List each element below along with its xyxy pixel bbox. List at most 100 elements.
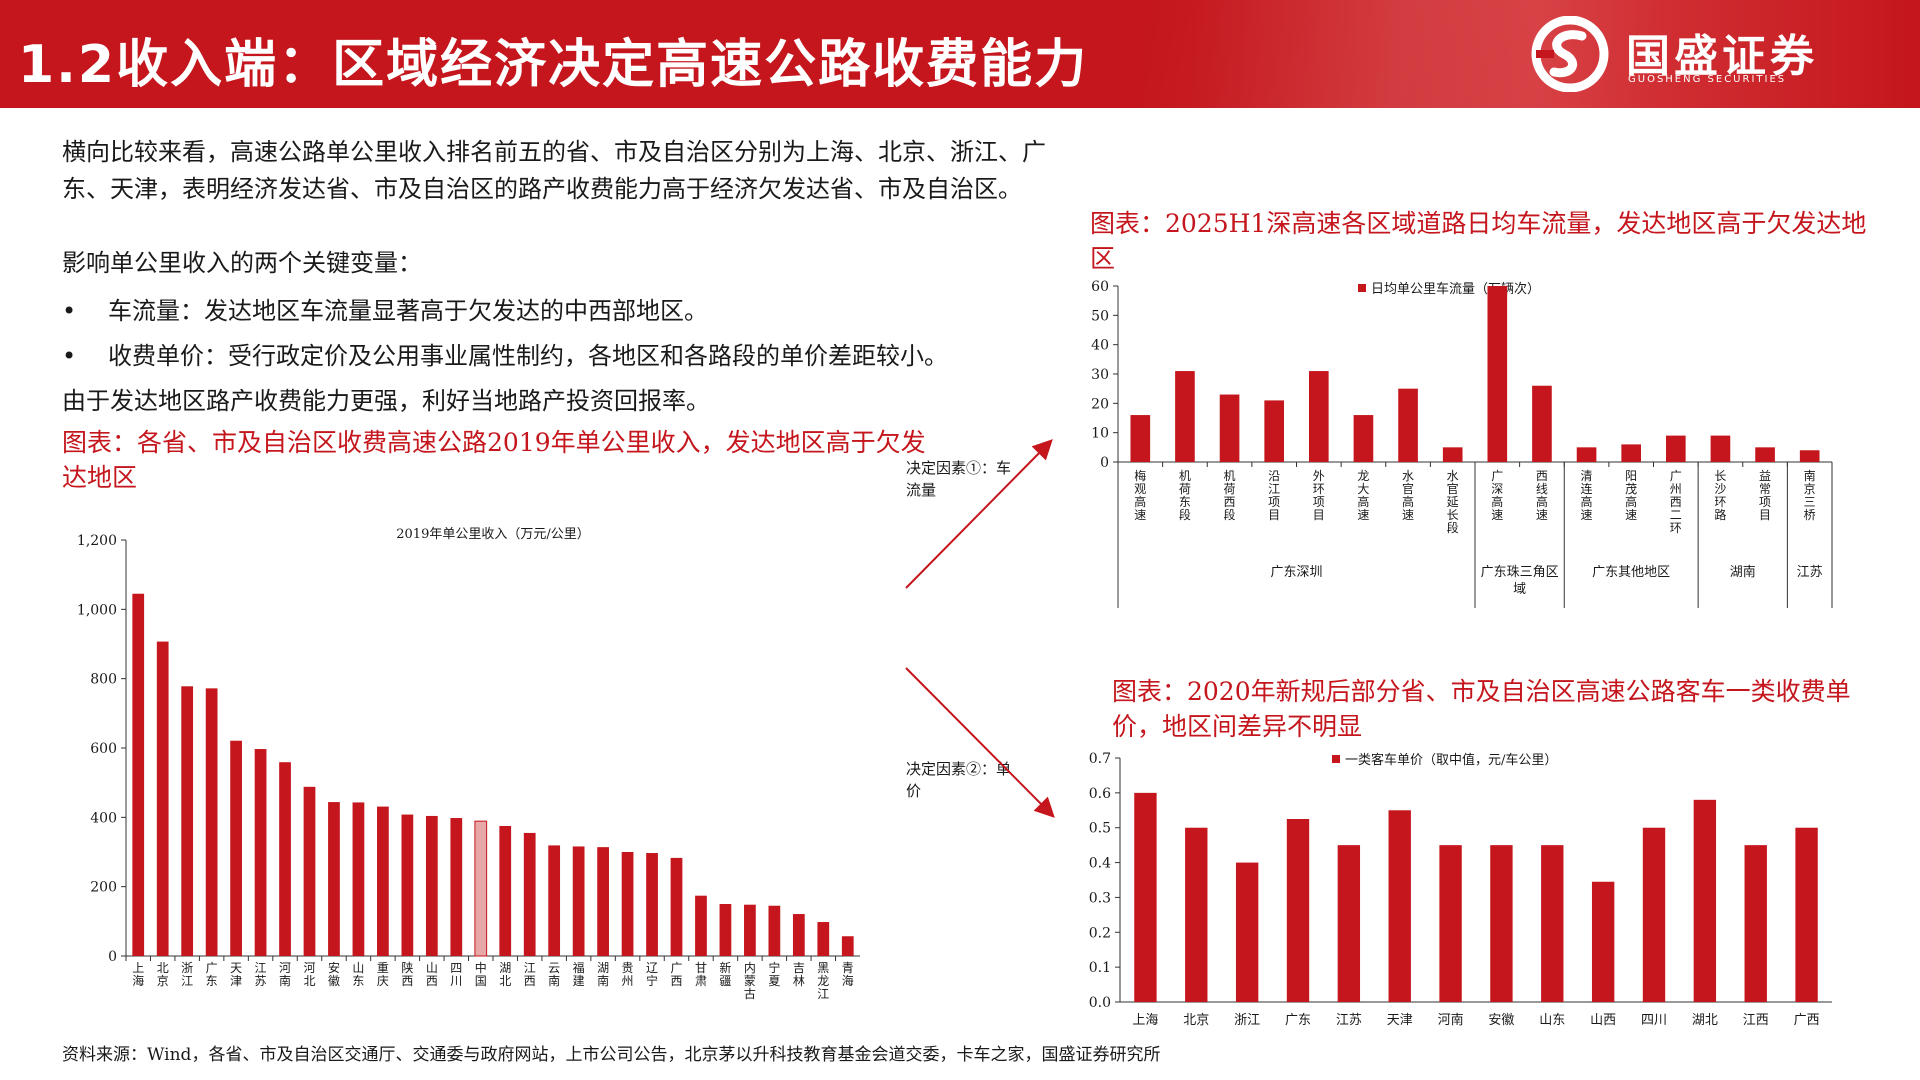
x-tick-label: 山西: [1590, 1013, 1616, 1028]
left-chart-caption: 图表：各省、市及自治区收费高速公路2019年单公里收入，发达地区高于欠发达地区: [62, 428, 926, 492]
y-tick-label: 400: [90, 810, 117, 826]
x-tick-label: 天津: [230, 961, 242, 988]
x-tick-label: 南京三桥: [1804, 468, 1816, 522]
header-bar: 1.2收入端：区域经济决定高速公路收费能力 国盛证券 GUOSHENG SECU…: [0, 0, 1920, 108]
x-tick-label: 外环项目: [1313, 469, 1325, 522]
bar: [1642, 827, 1666, 1002]
bar: [1665, 435, 1686, 462]
x-tick-label: 黑龙江: [817, 961, 829, 1000]
x-tick-label: 山西: [426, 961, 438, 988]
conclusion-paragraph: 由于发达地区路产收费能力更强，利好当地路产投资回报率。: [62, 387, 710, 415]
bar: [768, 905, 781, 956]
y-tick-label: 0.7: [1089, 751, 1111, 767]
x-tick-label: 广州西二环: [1670, 469, 1682, 535]
group-label: 广东其他地区: [1592, 565, 1670, 580]
bar: [1353, 415, 1374, 462]
x-tick-label: 阳茂高速: [1625, 469, 1637, 522]
bar: [1744, 845, 1767, 1002]
y-tick-label: 40: [1091, 338, 1109, 354]
bar: [1439, 845, 1462, 1002]
bar: [1541, 845, 1564, 1002]
bar: [1576, 447, 1597, 462]
x-tick-label: 龙大高速: [1357, 469, 1369, 522]
x-tick-label: 湖南: [597, 960, 609, 988]
bar: [1264, 400, 1285, 462]
x-tick-label: 江苏: [1336, 1012, 1362, 1028]
y-tick-label: 0.6: [1089, 786, 1111, 802]
x-tick-label: 辽宁: [646, 961, 658, 988]
bullet-traffic-text: 车流量：发达地区车流量显著高于欠发达的中西部地区。: [108, 297, 708, 325]
bar: [450, 818, 463, 956]
y-tick-label: 0.1: [1089, 960, 1111, 976]
bar: [1398, 388, 1418, 462]
y-tick-label: 1,200: [77, 533, 117, 549]
bar: [1286, 819, 1310, 1002]
bar: [1175, 371, 1195, 462]
x-tick-label: 长沙环路: [1714, 469, 1726, 522]
x-tick-label: 北京: [157, 961, 169, 988]
group-label: 广东深圳: [1270, 565, 1322, 580]
bullet-dot: •: [62, 297, 77, 325]
bar: [597, 847, 609, 956]
chart-traffic-volume: 0 10 20 30 40 50 60 日均单公里车流量（万辆次） 梅观高速 机荷东段 机荷西段 沿江…: [1091, 279, 1833, 608]
bar: [1308, 371, 1329, 462]
x-tick-label: 广西: [1794, 1013, 1820, 1028]
bar: [719, 904, 732, 956]
x-tick-label: 中国: [475, 960, 487, 988]
legend-swatch: [1358, 284, 1366, 292]
bar: [132, 593, 145, 956]
bar: [1134, 792, 1157, 1002]
y-tick-label: 1,000: [77, 602, 117, 618]
factor-price-note: 决定因素②：单价: [906, 760, 1012, 800]
bar: [792, 914, 805, 956]
x-tick-label: 河北: [303, 961, 315, 988]
bar: [1337, 845, 1361, 1002]
bar: [1621, 444, 1642, 462]
bar: [1185, 827, 1208, 1002]
x-tick-label: 湖北: [1692, 1013, 1718, 1028]
y-tick-label: 10: [1091, 426, 1109, 442]
legend-swatch: [1332, 755, 1340, 763]
chart-title: 2019年单公里收入（万元/公里）: [396, 527, 589, 542]
x-tick-label: 梅观高速: [1134, 468, 1146, 522]
bar: [499, 826, 512, 956]
x-tick-label: 吉林: [793, 961, 805, 988]
bar: [744, 904, 756, 956]
x-tick-label: 贵州: [622, 961, 634, 988]
bullet-price: • 收费单价：受行政定价及公用事业属性制约，各地区和各路段的单价差距较小。: [62, 338, 948, 375]
x-tick-label: 山东: [352, 961, 364, 988]
legend-label: 日均单公里车流量（万辆次）: [1371, 281, 1540, 297]
x-tick-label: 机荷西段: [1224, 469, 1236, 522]
x-tick-label: 重庆: [377, 961, 389, 988]
y-tick-label: 0: [1100, 455, 1109, 471]
bar: [548, 845, 561, 956]
x-tick-label: 清连高速: [1581, 469, 1593, 522]
bullet-traffic: • 车流量：发达地区车流量显著高于欠发达的中西部地区。: [62, 293, 708, 330]
x-tick-label: 沿江项目: [1268, 469, 1280, 522]
x-tick-label: 益常项目: [1759, 469, 1771, 522]
right-top-chart-caption: 图表：2025H1深高速各区域道路日均车流量，发达地区高于欠发达地区: [1090, 209, 1867, 273]
logo-mark-icon: [1531, 16, 1609, 92]
bar: [181, 686, 194, 956]
brand-logo: 国盛证券 GUOSHENG SECURITIES: [1530, 16, 1860, 92]
x-tick-label: 陕西: [401, 960, 413, 988]
y-tick-label: 60: [1091, 279, 1109, 295]
x-tick-label: 北京: [1183, 1013, 1209, 1028]
x-tick-label: 四川: [450, 961, 462, 988]
bar: [841, 936, 854, 956]
y-tick-label: 800: [90, 672, 117, 688]
bar: [1795, 827, 1818, 1002]
page-title: 1.2收入端：区域经济决定高速公路收费能力: [18, 35, 1089, 95]
x-tick-label: 宁夏: [768, 960, 780, 988]
bar: [1693, 799, 1717, 1002]
y-tick-label: 0: [108, 949, 117, 965]
bar: [303, 786, 316, 956]
y-tick-label: 0.0: [1089, 995, 1111, 1011]
x-tick-label: 青海: [842, 961, 854, 988]
x-tick-label: 天津: [1387, 1013, 1413, 1028]
intro-paragraph: 横向比较来看，高速公路单公里收入排名前五的省、市及自治区分别为上海、北京、浙江、…: [62, 138, 1046, 203]
bar: [352, 802, 365, 956]
y-tick-label: 30: [1091, 367, 1109, 383]
x-tick-label: 河南: [279, 961, 291, 988]
x-tick-label: 云南: [548, 961, 560, 988]
